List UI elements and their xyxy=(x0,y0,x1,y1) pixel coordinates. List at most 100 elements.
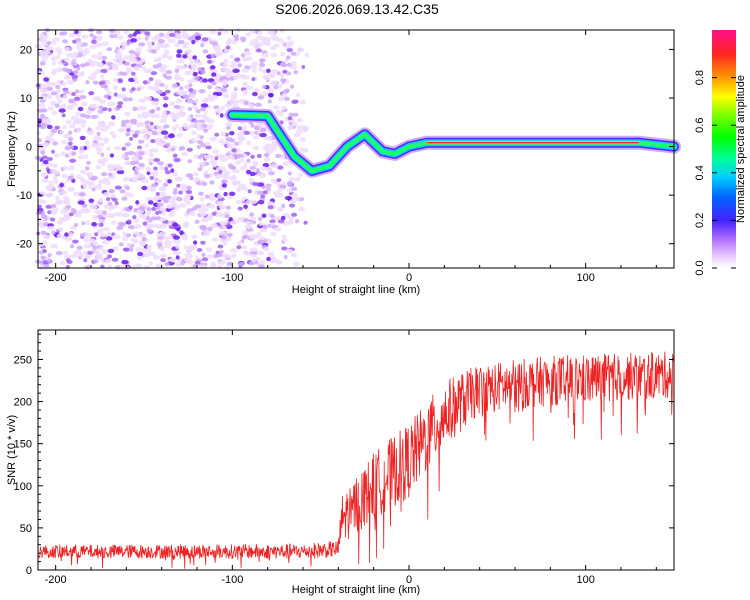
noise-blob xyxy=(117,101,124,106)
noise-blob xyxy=(128,77,136,83)
noise-blob xyxy=(178,203,187,208)
noise-blob xyxy=(133,218,140,223)
noise-blob xyxy=(57,227,64,232)
noise-blob xyxy=(176,197,183,202)
noise-blob xyxy=(132,215,137,220)
noise-blob xyxy=(200,43,205,48)
spectrogram-xlabel: Height of straight line (km) xyxy=(292,284,420,296)
noise-blob xyxy=(146,228,152,233)
noise-blob xyxy=(127,150,135,156)
noise-blob xyxy=(107,248,115,254)
noise-blob xyxy=(226,143,234,148)
noise-blob xyxy=(58,130,64,135)
noise-blob xyxy=(250,216,257,221)
figure-title: S206.2026.069.13.42.C35 xyxy=(275,1,439,17)
noise-blob xyxy=(127,219,132,224)
noise-blob xyxy=(180,65,186,70)
noise-blob xyxy=(84,243,90,249)
noise-blob xyxy=(267,88,275,93)
noise-blob xyxy=(199,264,207,270)
noise-blob xyxy=(157,161,164,166)
noise-blob xyxy=(75,37,81,43)
noise-blob xyxy=(55,195,60,201)
noise-blob xyxy=(176,58,185,64)
noise-blob xyxy=(287,182,294,187)
noise-blob xyxy=(182,94,190,99)
noise-blob xyxy=(215,253,223,258)
noise-blob xyxy=(100,74,105,79)
noise-blob xyxy=(59,182,64,188)
noise-blob xyxy=(120,42,128,47)
noise-blob xyxy=(74,89,80,94)
noise-blob xyxy=(252,145,259,151)
noise-blob xyxy=(232,34,240,39)
noise-blob xyxy=(47,192,54,198)
noise-blob xyxy=(252,88,260,93)
noise-blob xyxy=(196,248,203,252)
noise-blob xyxy=(102,210,107,215)
noise-blob xyxy=(196,145,201,150)
noise-blob xyxy=(211,237,219,242)
noise-blob xyxy=(56,88,61,94)
noise-blob xyxy=(107,201,113,206)
noise-blob xyxy=(167,163,173,168)
noise-blob xyxy=(206,96,212,102)
noise-blob xyxy=(285,249,294,254)
noise-blob xyxy=(187,159,193,164)
noise-blob xyxy=(84,254,92,259)
noise-blob xyxy=(219,249,224,254)
noise-blob xyxy=(244,100,249,105)
noise-blob xyxy=(116,169,125,175)
noise-blob xyxy=(147,157,154,163)
noise-blob xyxy=(263,153,270,158)
noise-blob xyxy=(144,265,150,270)
noise-blob xyxy=(151,101,159,106)
noise-blob xyxy=(202,49,209,54)
noise-blob xyxy=(124,119,130,124)
noise-blob xyxy=(83,238,90,243)
noise-blob xyxy=(267,99,272,104)
noise-blob xyxy=(190,137,197,143)
noise-blob xyxy=(80,169,87,175)
noise-blob xyxy=(141,214,147,220)
noise-blob xyxy=(193,59,200,64)
noise-blob xyxy=(217,31,222,36)
noise-blob xyxy=(40,214,48,219)
noise-blob xyxy=(286,35,292,41)
noise-blob xyxy=(219,165,226,171)
noise-blob xyxy=(159,246,165,252)
noise-blob xyxy=(42,200,47,205)
noise-blob xyxy=(252,135,260,140)
noise-blob xyxy=(47,225,55,231)
noise-blob xyxy=(138,206,146,211)
noise-blob xyxy=(258,236,266,241)
noise-blob xyxy=(187,106,192,112)
noise-blob xyxy=(210,95,219,100)
noise-blob xyxy=(41,155,48,160)
noise-blob xyxy=(118,93,127,99)
noise-blob xyxy=(172,171,178,177)
noise-blob xyxy=(54,125,60,130)
noise-blob xyxy=(97,55,103,61)
noise-blob xyxy=(199,196,205,202)
noise-blob xyxy=(288,216,295,221)
noise-blob xyxy=(150,71,158,76)
noise-blob xyxy=(207,226,213,231)
noise-blob xyxy=(229,131,235,136)
noise-blob xyxy=(197,140,204,145)
noise-blob xyxy=(177,39,185,45)
noise-blob xyxy=(188,88,194,93)
noise-blob xyxy=(113,92,118,97)
noise-blob xyxy=(198,89,206,94)
noise-blob xyxy=(150,113,158,119)
noise-blob xyxy=(156,242,163,247)
noise-blob xyxy=(268,171,275,176)
noise-blob xyxy=(44,49,50,55)
noise-blob xyxy=(46,46,55,51)
noise-blob xyxy=(265,183,272,188)
noise-blob xyxy=(54,103,60,108)
noise-blob xyxy=(257,30,263,35)
noise-blob xyxy=(224,214,230,219)
noise-blob xyxy=(167,133,175,139)
noise-blob xyxy=(107,213,116,218)
